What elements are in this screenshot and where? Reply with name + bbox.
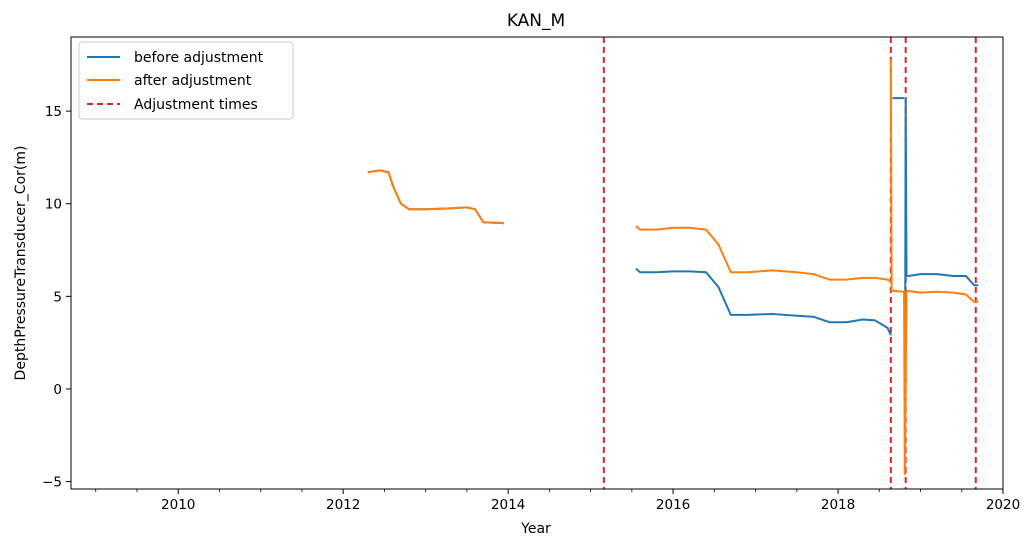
y-axis-label: DepthPressureTransducer_Cor(m) (13, 146, 29, 381)
x-axis: 2010 2012 2014 2016 2018 2020 (95, 489, 1020, 513)
x-tick-label: 2014 (491, 497, 525, 513)
y-tick-label: −5 (42, 475, 62, 491)
chart-title: KAN_M (507, 11, 565, 31)
y-tick-label: 0 (53, 382, 62, 398)
x-tick-label: 2020 (986, 497, 1020, 513)
y-tick-label: 5 (53, 289, 62, 305)
y-tick-label: 15 (45, 104, 62, 120)
series-line-0 (367, 97, 979, 475)
plot-frame (70, 36, 1004, 490)
legend: before adjustment after adjustment Adjus… (78, 41, 294, 120)
legend-label-before: before adjustment (134, 50, 264, 66)
adjustment-lines (602, 37, 977, 489)
y-axis: −5 0 5 10 15 (42, 104, 71, 491)
x-tick-label: 2012 (326, 497, 360, 513)
series-lines (367, 59, 979, 476)
y-tick-label: 10 (45, 197, 62, 213)
x-tick-label: 2018 (821, 497, 855, 513)
legend-box (78, 41, 294, 120)
legend-label-after: after adjustment (134, 73, 252, 89)
series-line-1 (367, 59, 979, 476)
x-axis-label: Year (520, 521, 551, 537)
x-tick-label: 2016 (656, 497, 690, 513)
legend-label-adjustment: Adjustment times (134, 97, 258, 113)
x-tick-label: 2010 (161, 497, 195, 513)
